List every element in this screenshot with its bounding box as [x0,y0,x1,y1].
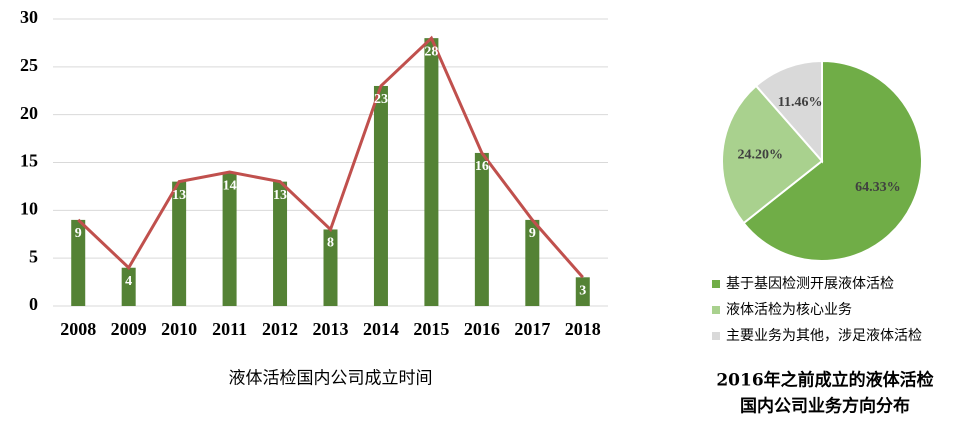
x-tick-label: 2015 [413,319,449,339]
data-label: 9 [75,226,82,241]
data-label: 13 [273,188,287,203]
data-label: 11.46% [778,95,823,110]
legend-label: 主要业务为其他，涉足液体活检 [726,328,922,344]
x-tick-label: 2018 [565,319,601,339]
bar [222,172,237,306]
data-label: 64.33% [855,180,901,195]
x-tick-label: 2014 [363,319,399,339]
chart-title: 液体活检国内公司成立时间 [229,369,433,389]
data-label: 16 [475,159,489,174]
y-tick-label: 10 [20,198,38,218]
bar [525,219,540,306]
y-tick-label: 25 [20,55,38,75]
bar [323,229,338,306]
data-label: 13 [172,188,186,203]
x-tick-label: 2011 [212,319,247,339]
x-tick-label: 2017 [514,319,550,339]
line [77,35,584,279]
data-label: 3 [579,284,586,299]
pie-slice [742,59,923,262]
pie-slice [721,84,824,225]
legend-label: 基于基因检测开展液体活检 [726,275,894,292]
bar [121,267,136,306]
data-label: 28 [424,44,438,59]
y-tick-label: 30 [20,7,38,27]
x-tick-label: 2013 [313,319,349,339]
x-tick-label: 2012 [262,319,298,339]
y-tick-label: 15 [20,151,38,171]
data-label: 24.20% [738,148,784,163]
bar [71,219,86,306]
bar [424,38,439,307]
chart-title: 国内公司业务方向分布 [740,396,910,417]
legend-swatch [712,280,720,288]
bar [373,85,388,306]
data-label: 4 [125,274,132,289]
data-label: 9 [529,226,536,241]
pie-slice [754,59,823,164]
bar [575,277,590,306]
legend-swatch [712,306,720,314]
data-label: 14 [223,178,237,193]
data-label: 23 [374,92,388,107]
y-tick-label: 0 [29,294,38,314]
bar [474,152,489,306]
legend-swatch [712,332,720,340]
x-tick-label: 2009 [111,319,147,339]
bar [273,181,288,306]
x-tick-label: 2008 [60,319,96,339]
y-tick-label: 20 [20,103,38,123]
chart-title: 2016年之前成立的液体活检 [716,370,933,391]
x-tick-label: 2016 [464,319,500,339]
legend-label: 液体活检为核心业务 [726,302,852,318]
y-tick-label: 5 [29,246,38,266]
data-label: 8 [327,236,334,251]
x-tick-label: 2010 [161,319,197,339]
bar [172,181,187,306]
